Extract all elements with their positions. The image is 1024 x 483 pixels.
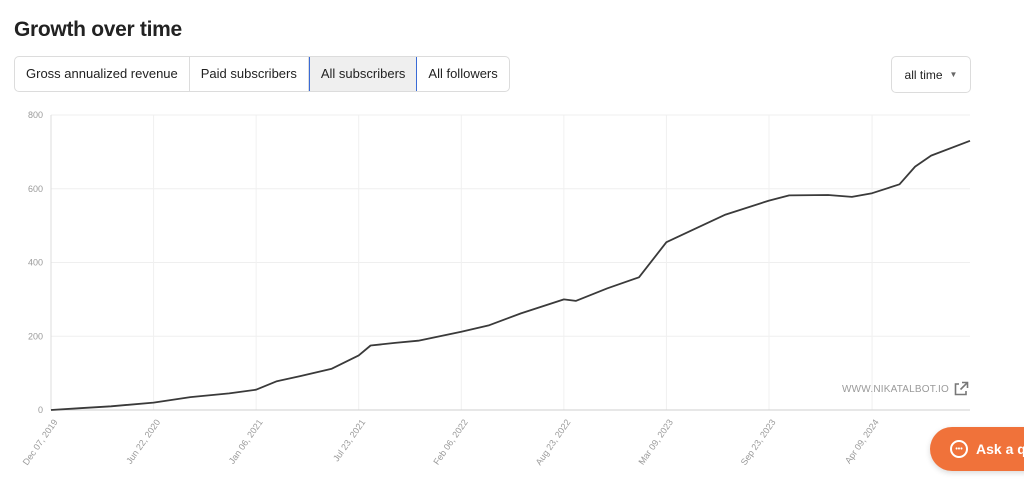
chart-grid	[50, 114, 970, 411]
chat-bubble-icon: •••	[950, 440, 968, 458]
tab-all-subscribers[interactable]: All subscribers	[308, 57, 418, 91]
page-title: Growth over time	[14, 18, 182, 41]
tab-all-followers[interactable]: All followers	[428, 66, 498, 81]
chart-axes: 0 200 400 600 800 Dec 07, 2019 Jun 22, 2020 Jan…	[21, 110, 970, 467]
y-tick-label: 0	[38, 405, 43, 415]
ask-button-label: Ask a q	[976, 441, 1024, 457]
x-tick-label: Mar 09, 2023	[636, 417, 675, 466]
tab-gross-annualized-revenue[interactable]: Gross annualized revenue	[15, 57, 190, 91]
x-tick-label: Dec 07, 2019	[21, 417, 60, 467]
x-tick-label: Jan 06, 2021	[227, 417, 265, 465]
chevron-down-icon: ▼	[949, 70, 958, 79]
watermark[interactable]: WWW.NIKATALBOT.IO	[842, 381, 969, 397]
x-tick-label: Feb 06, 2022	[431, 417, 470, 466]
x-tick-label: Jun 22, 2020	[124, 417, 162, 465]
x-tick-label: Aug 23, 2022	[534, 417, 573, 467]
metric-tabs: Gross annualized revenue Paid subscriber…	[14, 56, 510, 92]
watermark-text: WWW.NIKATALBOT.IO	[842, 383, 949, 395]
time-range-value: all time	[904, 67, 943, 82]
y-tick-label: 200	[28, 331, 43, 341]
external-link-icon	[954, 381, 969, 396]
tab-paid-subscribers[interactable]: Paid subscribers	[190, 57, 309, 91]
time-range-select[interactable]: all time ▼	[891, 56, 971, 93]
series-line	[50, 139, 971, 411]
x-tick-label: Sep 23, 2023	[739, 417, 778, 467]
ask-a-question-button[interactable]: ••• Ask a q	[930, 427, 1024, 471]
chart-series	[50, 139, 971, 411]
y-tick-label: 800	[28, 110, 43, 120]
x-tick-label: Apr 09, 2024	[843, 417, 881, 465]
y-tick-label: 400	[28, 258, 43, 268]
x-tick-label: Jul 23, 2021	[331, 417, 367, 463]
y-tick-label: 600	[28, 184, 43, 194]
